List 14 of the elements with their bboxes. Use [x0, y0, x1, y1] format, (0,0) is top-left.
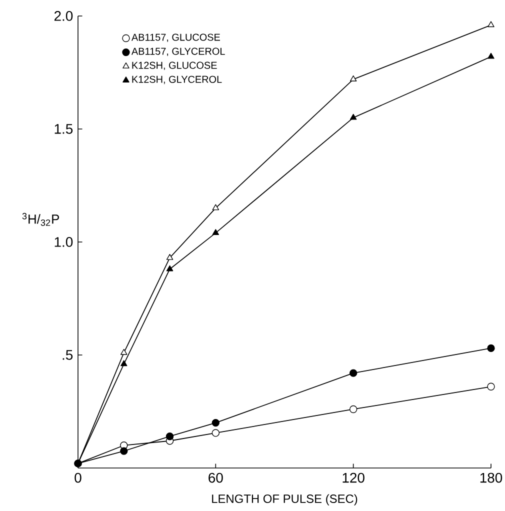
legend-label: AB1157, GLUCOSE: [131, 34, 220, 42]
x-axis-title: LENGTH OF PULSE (SEC): [212, 494, 358, 506]
legend-label: AB1157, GLYCEROL: [131, 48, 225, 56]
y-tick-label: .5: [62, 350, 73, 360]
legend-label: K12SH, GLYCEROL: [132, 76, 222, 84]
y-tick-label: 1.0: [54, 237, 73, 247]
y-tick-label: 2.0: [54, 11, 73, 21]
y-axis-title: $^{3}$H/$_{32}$P: [22, 212, 59, 226]
x-tick-label: 0: [74, 472, 82, 483]
x-tick-label: 180: [480, 472, 502, 483]
x-tick-label: 60: [208, 472, 223, 483]
legend-label: K12SH, GLUCOSE: [132, 62, 217, 70]
x-tick-label: 120: [342, 472, 364, 483]
y-tick-label: 1.5: [54, 124, 73, 134]
